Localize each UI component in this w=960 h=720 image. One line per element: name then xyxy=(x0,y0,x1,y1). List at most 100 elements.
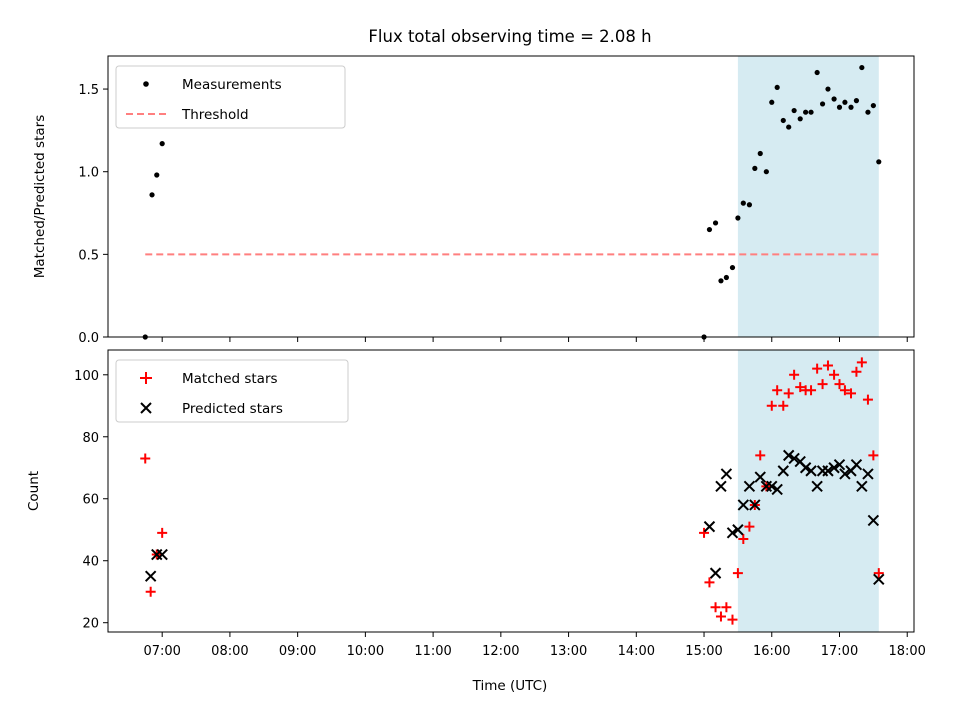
predicted-star-point xyxy=(799,462,812,474)
measurement-point xyxy=(769,99,775,105)
x-tick-label: 15:00 xyxy=(685,644,722,659)
measurement-point xyxy=(154,172,160,178)
x-tick-label: 11:00 xyxy=(414,644,451,659)
legend-entry-label: Measurements xyxy=(182,77,282,93)
matched-star-point xyxy=(873,568,884,579)
y-tick-label: 80 xyxy=(82,431,99,446)
measurement-point xyxy=(803,109,809,115)
measurement-point xyxy=(746,202,753,208)
measurement-point xyxy=(859,64,865,71)
predicted-star-point xyxy=(862,468,874,480)
y-tick-label: 1.5 xyxy=(78,83,99,98)
chart-title: Flux total observing time = 2.08 h xyxy=(368,27,651,46)
predicted-star-point xyxy=(782,449,795,462)
matched-star-point xyxy=(744,521,755,532)
measurement-point xyxy=(797,116,803,122)
predicted-star-point xyxy=(839,468,851,480)
measurement-point xyxy=(723,274,729,281)
predicted-star-point xyxy=(771,483,783,496)
matched-star-point xyxy=(715,611,726,622)
measurement-point xyxy=(808,109,814,115)
matched-star-point xyxy=(829,369,840,380)
matched-star-point xyxy=(721,602,732,613)
measurement-point xyxy=(740,200,746,206)
matched-star-point xyxy=(145,586,156,597)
matched-star-point xyxy=(140,453,151,464)
legend: Matched stars Predicted stars xyxy=(115,359,349,423)
matched-star-point xyxy=(868,450,879,461)
measurement-point xyxy=(712,220,719,226)
x-tick-label: 07:00 xyxy=(143,644,180,659)
predicted-star-point xyxy=(703,520,716,533)
top-panel: 0.0 0.5 1.0 1.5 Matched/Predicted stars Measu… xyxy=(32,55,915,346)
y-tick-label: 20 xyxy=(82,617,99,632)
measurement-point xyxy=(836,104,843,110)
measurement-point xyxy=(831,96,837,102)
measurement-point xyxy=(763,169,769,175)
predicted-star-point xyxy=(850,458,863,471)
matched-star-point xyxy=(727,614,738,625)
measurement-point xyxy=(870,102,876,109)
predicted-star-point xyxy=(805,465,817,477)
matched-star-point xyxy=(795,382,806,393)
y-tick-label: 60 xyxy=(82,493,99,508)
measurement-point xyxy=(848,104,854,110)
predicted-star-point xyxy=(715,480,727,493)
legend-box xyxy=(115,65,346,129)
measurement-point xyxy=(149,192,155,198)
measurement-point xyxy=(825,86,831,92)
matched-star-point xyxy=(812,363,823,374)
matched-star-point xyxy=(834,379,845,390)
predicted-star-point xyxy=(828,462,840,474)
measurement-point xyxy=(159,141,165,147)
measurement-point xyxy=(842,99,848,105)
x-tick-label: 18:00 xyxy=(888,644,925,659)
matched-star-point xyxy=(699,527,710,538)
legend-measurement-swatch xyxy=(143,81,149,87)
legend-matched-swatch xyxy=(140,372,152,384)
legend-predicted-swatch xyxy=(140,402,152,414)
y-tick-label: 0.0 xyxy=(78,331,99,346)
matched-star-point xyxy=(732,568,743,579)
matched-star-point xyxy=(710,602,721,613)
predicted-star-point xyxy=(749,499,761,511)
predicted-star-point xyxy=(754,471,766,483)
matched-star-point xyxy=(862,394,873,405)
matched-star-point xyxy=(778,400,789,411)
y-tick-label: 100 xyxy=(74,369,99,384)
predicted-star-point xyxy=(709,567,722,579)
predicted-star-point xyxy=(867,514,880,527)
measurement-point xyxy=(814,69,820,76)
measurement-point xyxy=(757,150,763,157)
measurement-point xyxy=(752,165,758,171)
measurement-point xyxy=(819,101,826,107)
x-tick-label: 09:00 xyxy=(279,644,316,659)
y-axis-label: Matched/Predicted stars xyxy=(32,115,48,278)
predicted-star-point xyxy=(822,465,834,477)
predicted-star-point xyxy=(737,499,750,511)
measurement-point xyxy=(729,264,736,271)
measurement-point xyxy=(791,107,797,114)
bottom-panel: 20 40 60 80 100 07:00 08:00 09:00 10:00 11:00 12:0… xyxy=(26,349,926,659)
x-tick-label: 16:00 xyxy=(753,644,790,659)
predicted-star-point xyxy=(873,573,885,586)
x-tick-label: 12:00 xyxy=(482,644,519,659)
measurement-point xyxy=(786,124,792,130)
matched-star-point xyxy=(738,534,749,545)
matched-star-point xyxy=(822,360,833,371)
matched-star-point xyxy=(817,379,828,390)
measurement-point xyxy=(780,117,786,124)
predicted-star-point xyxy=(743,480,756,493)
legend-entry-label: Threshold xyxy=(181,107,249,123)
predicted-star-point xyxy=(788,452,800,465)
matched-star-point xyxy=(856,357,867,368)
matched-star-point xyxy=(851,366,862,377)
x-tick-label: 14:00 xyxy=(618,644,655,659)
matched-star-point xyxy=(157,527,168,538)
matched-star-point xyxy=(789,369,800,380)
matched-star-point xyxy=(766,400,777,411)
predicted-star-point xyxy=(720,468,733,480)
highlight-band xyxy=(737,56,879,337)
measurement-point xyxy=(706,226,713,233)
x-tick-label: 10:00 xyxy=(347,644,384,659)
